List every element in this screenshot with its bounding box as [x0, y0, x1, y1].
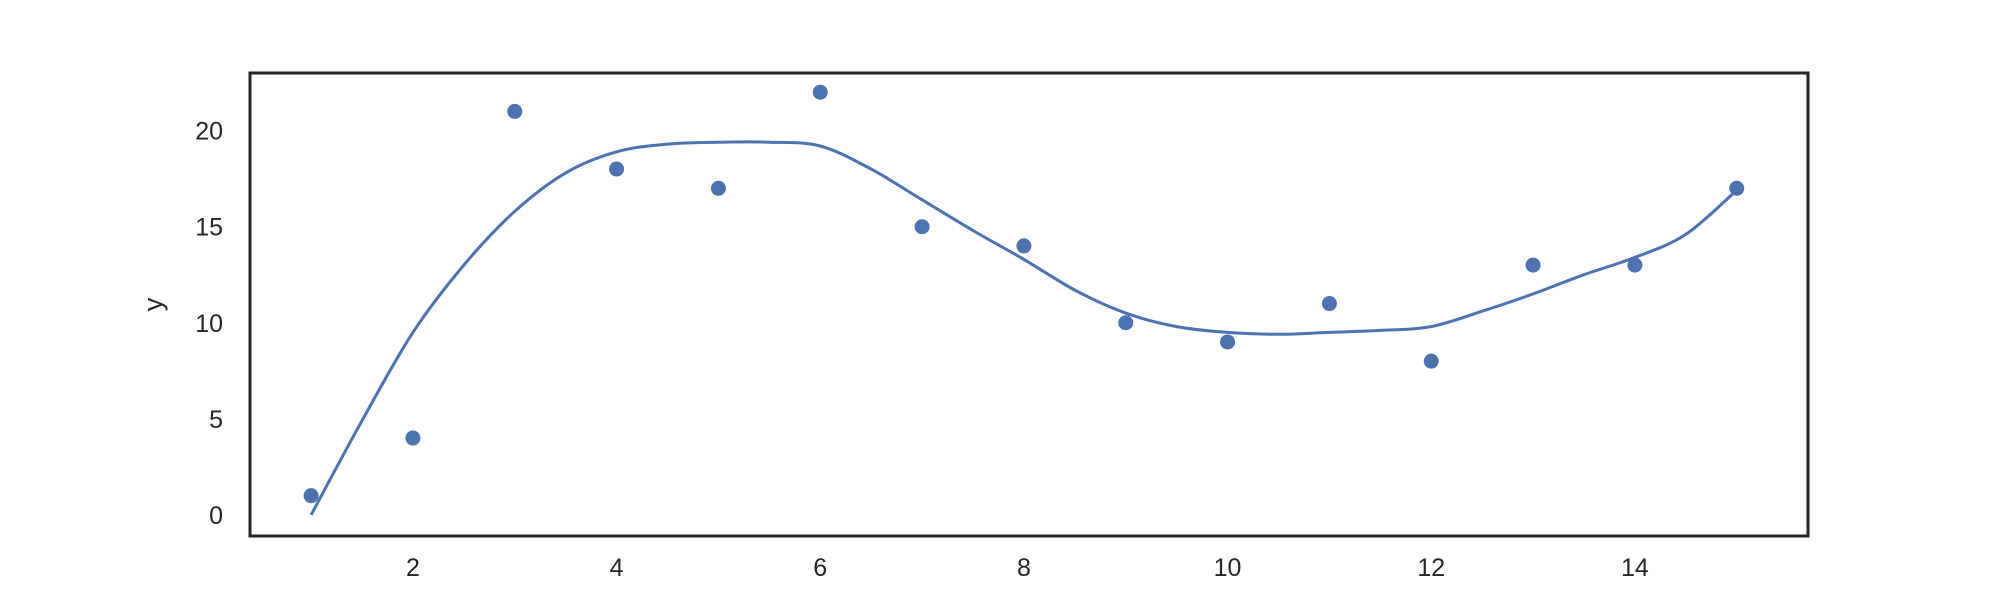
y-tick-label: 5 [209, 406, 223, 434]
data-point [405, 430, 421, 446]
data-point [1627, 257, 1643, 273]
data-point [812, 84, 828, 100]
y-tick-labels: 0 5 10 15 20 [195, 118, 223, 530]
data-point [507, 103, 523, 119]
data-points [303, 84, 1745, 504]
x-tick-label: 4 [610, 554, 624, 582]
y-axis-label: y [138, 297, 168, 311]
data-point [1016, 238, 1032, 254]
data-point [1220, 334, 1236, 350]
x-tick-label: 2 [406, 554, 420, 582]
data-point [303, 488, 319, 504]
data-point [914, 219, 930, 235]
data-point [1729, 180, 1745, 196]
y-tick-label: 20 [195, 118, 223, 146]
x-tick-label: 12 [1417, 554, 1445, 582]
x-tick-labels: 2 4 6 8 10 12 14 [406, 554, 1649, 582]
fit-curve [309, 140, 1738, 516]
data-point [1525, 257, 1541, 273]
data-point [1423, 353, 1439, 369]
data-point [609, 161, 625, 177]
y-tick-label: 10 [195, 310, 223, 338]
x-tick-label: 8 [1017, 554, 1031, 582]
y-tick-label: 15 [195, 214, 223, 242]
plot-area-frame [248, 71, 1810, 538]
data-point [710, 180, 726, 196]
x-tick-label: 10 [1214, 554, 1242, 582]
y-tick-label: 0 [209, 502, 223, 530]
data-point [1118, 315, 1134, 331]
data-point [1321, 296, 1337, 312]
x-tick-label: 6 [813, 554, 827, 582]
x-tick-label: 14 [1621, 554, 1649, 582]
